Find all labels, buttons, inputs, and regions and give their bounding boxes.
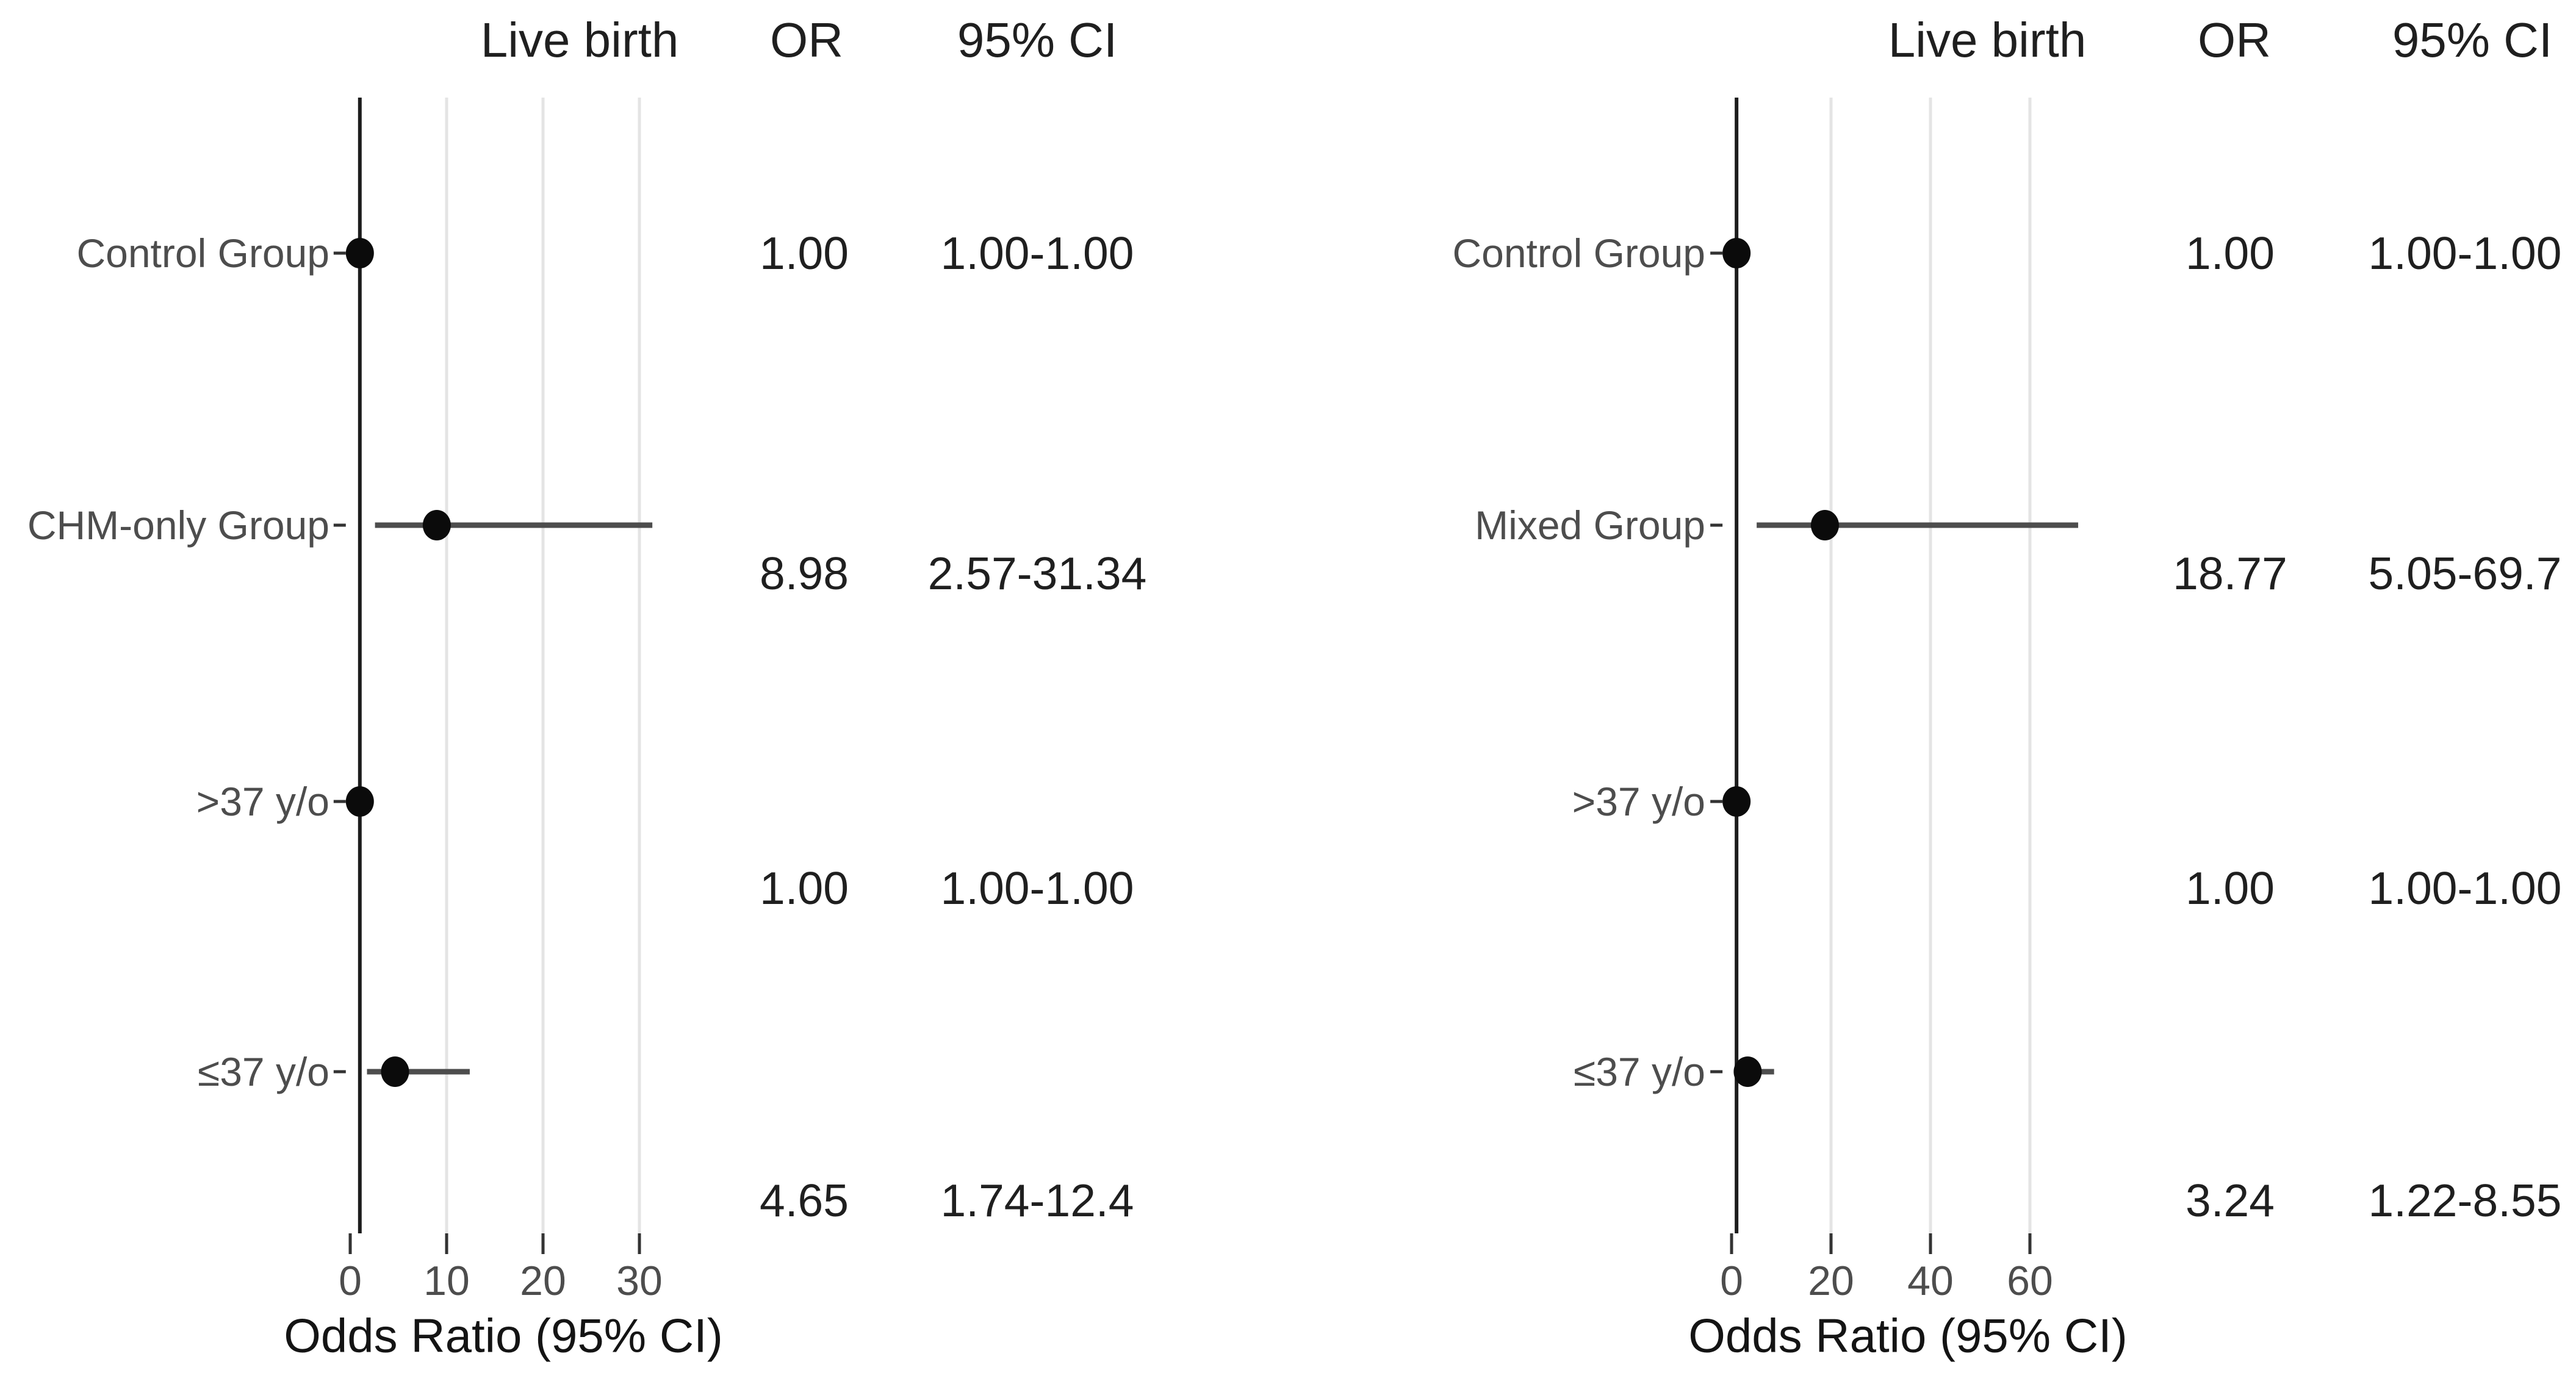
category-label: >37 y/o [196, 779, 329, 824]
panel-left-outcome-header: Live birth [480, 13, 679, 67]
x-tick-label: 20 [520, 1258, 566, 1304]
ci-value: 1.00-1.00 [2368, 228, 2562, 279]
x-axis-title: Odds Ratio (95% CI) [1688, 1308, 2128, 1363]
or-value: 1.00 [2186, 862, 2275, 914]
category-label: ≤37 y/o [1573, 1049, 1705, 1094]
x-tick-label: 0 [1720, 1258, 1743, 1304]
category-label: Control Group [1452, 231, 1705, 276]
panel-left-ci-header: 95% CI [957, 13, 1118, 67]
panel-right-or-header: OR [2198, 13, 2271, 67]
or-value: 8.98 [760, 548, 849, 599]
ci-value: 1.74-12.4 [940, 1175, 1134, 1226]
ci-value: 1.00-1.00 [940, 228, 1134, 279]
x-tick-label: 0 [339, 1258, 362, 1304]
x-tick-label: 20 [1808, 1258, 1854, 1304]
x-axis-title: Odds Ratio (95% CI) [284, 1308, 723, 1363]
panel-right-outcome-header: Live birth [1888, 13, 2087, 67]
ci-value: 1.00-1.00 [2368, 862, 2562, 914]
ci-value: 2.57-31.34 [927, 548, 1147, 599]
ci-value: 5.05-69.7 [2368, 548, 2562, 599]
x-tick-label: 10 [423, 1258, 470, 1304]
category-label: Control Group [76, 231, 329, 276]
category-label: ≤37 y/o [197, 1049, 329, 1094]
x-tick-label: 40 [1907, 1258, 1954, 1304]
category-label: Mixed Group [1475, 503, 1705, 548]
or-value: 1.00 [2186, 228, 2275, 279]
x-tick-label: 60 [2007, 1258, 2053, 1304]
category-label: >37 y/o [1572, 779, 1705, 824]
ci-value: 1.00-1.00 [940, 862, 1134, 914]
or-value: 3.24 [2186, 1175, 2275, 1226]
or-value: 1.00 [760, 862, 849, 914]
x-tick-label: 30 [616, 1258, 663, 1304]
or-value: 1.00 [760, 228, 849, 279]
panel-right-ci-header: 95% CI [2392, 13, 2553, 67]
or-value: 18.77 [2173, 548, 2287, 599]
panel-left-or-header: OR [770, 13, 843, 67]
category-label: CHM-only Group [27, 503, 329, 548]
ci-value: 1.22-8.55 [2368, 1175, 2562, 1226]
or-value: 4.65 [760, 1175, 849, 1226]
